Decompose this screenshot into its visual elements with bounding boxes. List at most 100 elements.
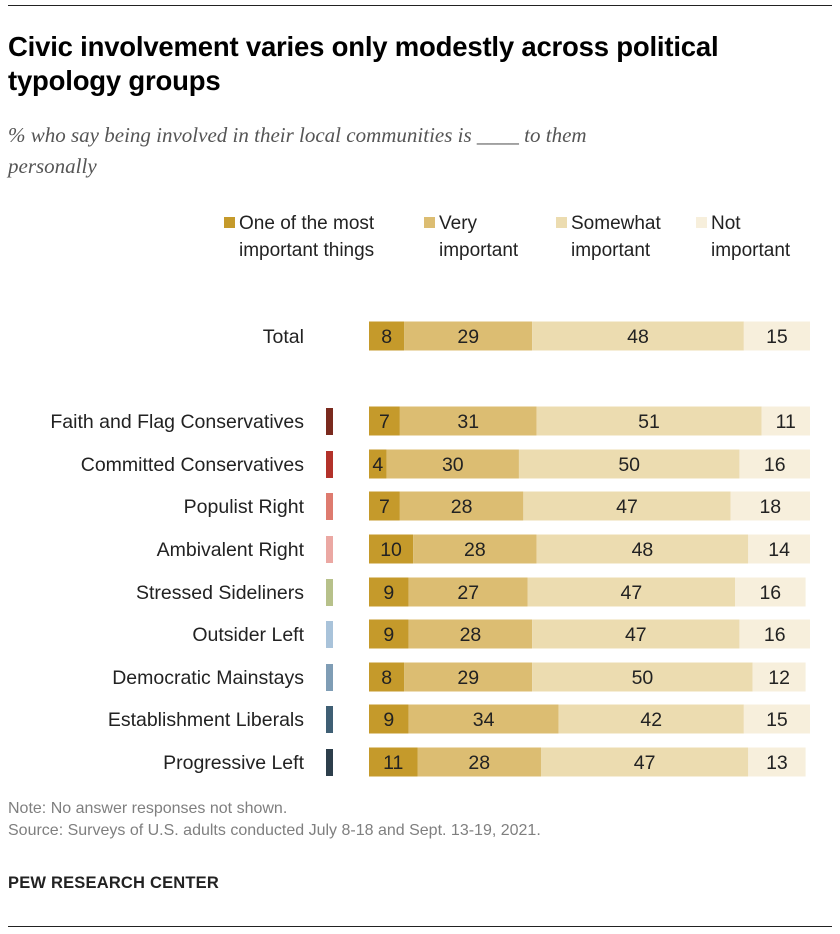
data-label: 10: [380, 539, 402, 561]
data-label: 8: [381, 667, 392, 689]
data-label: 14: [768, 539, 790, 561]
data-label: 28: [468, 752, 490, 774]
category-label: Faith and Flag Conservatives: [50, 411, 304, 433]
data-label: 16: [759, 582, 781, 604]
data-label: 16: [764, 624, 786, 646]
bar-segment-somewhat-important: [558, 704, 744, 734]
category-marker: [326, 408, 333, 435]
bar-segment-somewhat-important: [532, 662, 753, 692]
legend-label-somewhat-important: Somewhat important: [571, 213, 661, 261]
bar-segment-most-important: [369, 662, 405, 692]
data-label: 42: [640, 709, 662, 731]
chart-note: Note: No answer responses not shown.: [8, 800, 288, 817]
data-label: 31: [457, 411, 479, 433]
brand-name: PEW RESEARCH CENTER: [8, 874, 219, 892]
data-label: 48: [632, 539, 654, 561]
top-rule: [8, 5, 832, 6]
data-label: 9: [383, 709, 394, 731]
bar-segment-most-important: [369, 449, 387, 479]
chart-subtitle: % who say being involved in their local …: [8, 123, 587, 178]
bar-segment-most-important: [369, 491, 400, 521]
bar-segment-somewhat-important: [540, 747, 749, 777]
bar-segment-not-important: [752, 662, 806, 692]
data-label: 18: [759, 496, 781, 518]
legend-item-somewhat-important: Somewhat important: [556, 210, 686, 264]
category-label: Establishment Liberals: [108, 709, 304, 731]
category-label: Populist Right: [184, 496, 305, 518]
legend-label-not-important: Not important: [711, 213, 791, 261]
data-label: 12: [768, 667, 790, 689]
data-label: 48: [627, 326, 649, 348]
bar-segment-not-important: [730, 491, 810, 521]
legend-swatch-very-important: [424, 217, 435, 228]
data-label: 16: [764, 454, 786, 476]
data-label: 47: [621, 582, 643, 604]
bar-segment-very-important: [417, 747, 541, 777]
data-label: 11: [383, 752, 403, 774]
bar-segment-very-important: [408, 704, 559, 734]
bottom-rule: [8, 926, 832, 927]
data-label: 28: [464, 539, 486, 561]
legend-label-very-important: Very important: [439, 213, 519, 261]
bar-segment-somewhat-important: [527, 577, 736, 607]
data-label: 27: [457, 582, 479, 604]
bar-segment-very-important: [404, 321, 533, 351]
category-label: Democratic Mainstays: [112, 667, 304, 689]
bar-segment-very-important: [408, 577, 528, 607]
category-label: Stressed Sideliners: [136, 582, 304, 604]
data-label: 47: [634, 752, 656, 774]
data-label: 9: [383, 624, 394, 646]
data-label: 7: [379, 496, 390, 518]
category-marker: [326, 706, 333, 733]
data-label: 8: [381, 326, 392, 348]
data-label: 7: [379, 411, 390, 433]
bar-segment-very-important: [399, 491, 524, 521]
bar-segment-very-important: [413, 534, 537, 564]
category-label: Ambivalent Right: [157, 539, 305, 561]
bar-segment-not-important: [743, 321, 810, 351]
bar-segment-very-important: [386, 449, 519, 479]
category-marker: [326, 579, 333, 606]
category-marker: [326, 451, 333, 478]
data-label: 34: [473, 709, 495, 731]
bar-segment-not-important: [743, 704, 810, 734]
category-marker: [326, 621, 333, 648]
bar-segment-very-important: [408, 619, 533, 649]
data-label: 47: [625, 624, 647, 646]
bar-segment-not-important: [748, 534, 810, 564]
category-label: Outsider Left: [192, 624, 304, 646]
bar-segment-somewhat-important: [523, 491, 731, 521]
bar-segment-most-important: [369, 619, 409, 649]
data-label: 50: [632, 667, 654, 689]
bar-segment-not-important: [761, 406, 810, 436]
data-label: 28: [460, 624, 482, 646]
bar-segment-most-important: [369, 534, 414, 564]
category-marker: [326, 749, 333, 776]
data-label: 30: [442, 454, 464, 476]
bar-segment-somewhat-important: [536, 406, 762, 436]
bar-segment-very-important: [404, 662, 533, 692]
bar-segment-somewhat-important: [536, 534, 749, 564]
category-marker: [326, 536, 333, 563]
bar-segment-most-important: [369, 321, 405, 351]
chart-source: Source: Surveys of U.S. adults conducted…: [8, 822, 541, 839]
bar-segment-not-important: [739, 449, 810, 479]
data-label: 15: [766, 326, 788, 348]
data-label: 51: [638, 411, 660, 433]
legend-item-most-important: One of the most important things: [224, 210, 414, 264]
category-label: Committed Conservatives: [81, 454, 304, 476]
data-label: 13: [766, 752, 788, 774]
bar-segment-not-important: [739, 619, 810, 649]
category-marker: [326, 493, 333, 520]
data-label: 28: [451, 496, 473, 518]
legend-swatch-not-important: [696, 217, 707, 228]
chart-title: Civic involvement varies only modestly a…: [8, 31, 719, 96]
bar-segment-most-important: [369, 577, 409, 607]
bar-segment-somewhat-important: [532, 619, 740, 649]
category-label: Total: [263, 326, 304, 348]
bar-segment-not-important: [735, 577, 806, 607]
legend-item-very-important: Very important: [424, 210, 544, 264]
data-label: 29: [457, 667, 479, 689]
data-label: 29: [457, 326, 479, 348]
